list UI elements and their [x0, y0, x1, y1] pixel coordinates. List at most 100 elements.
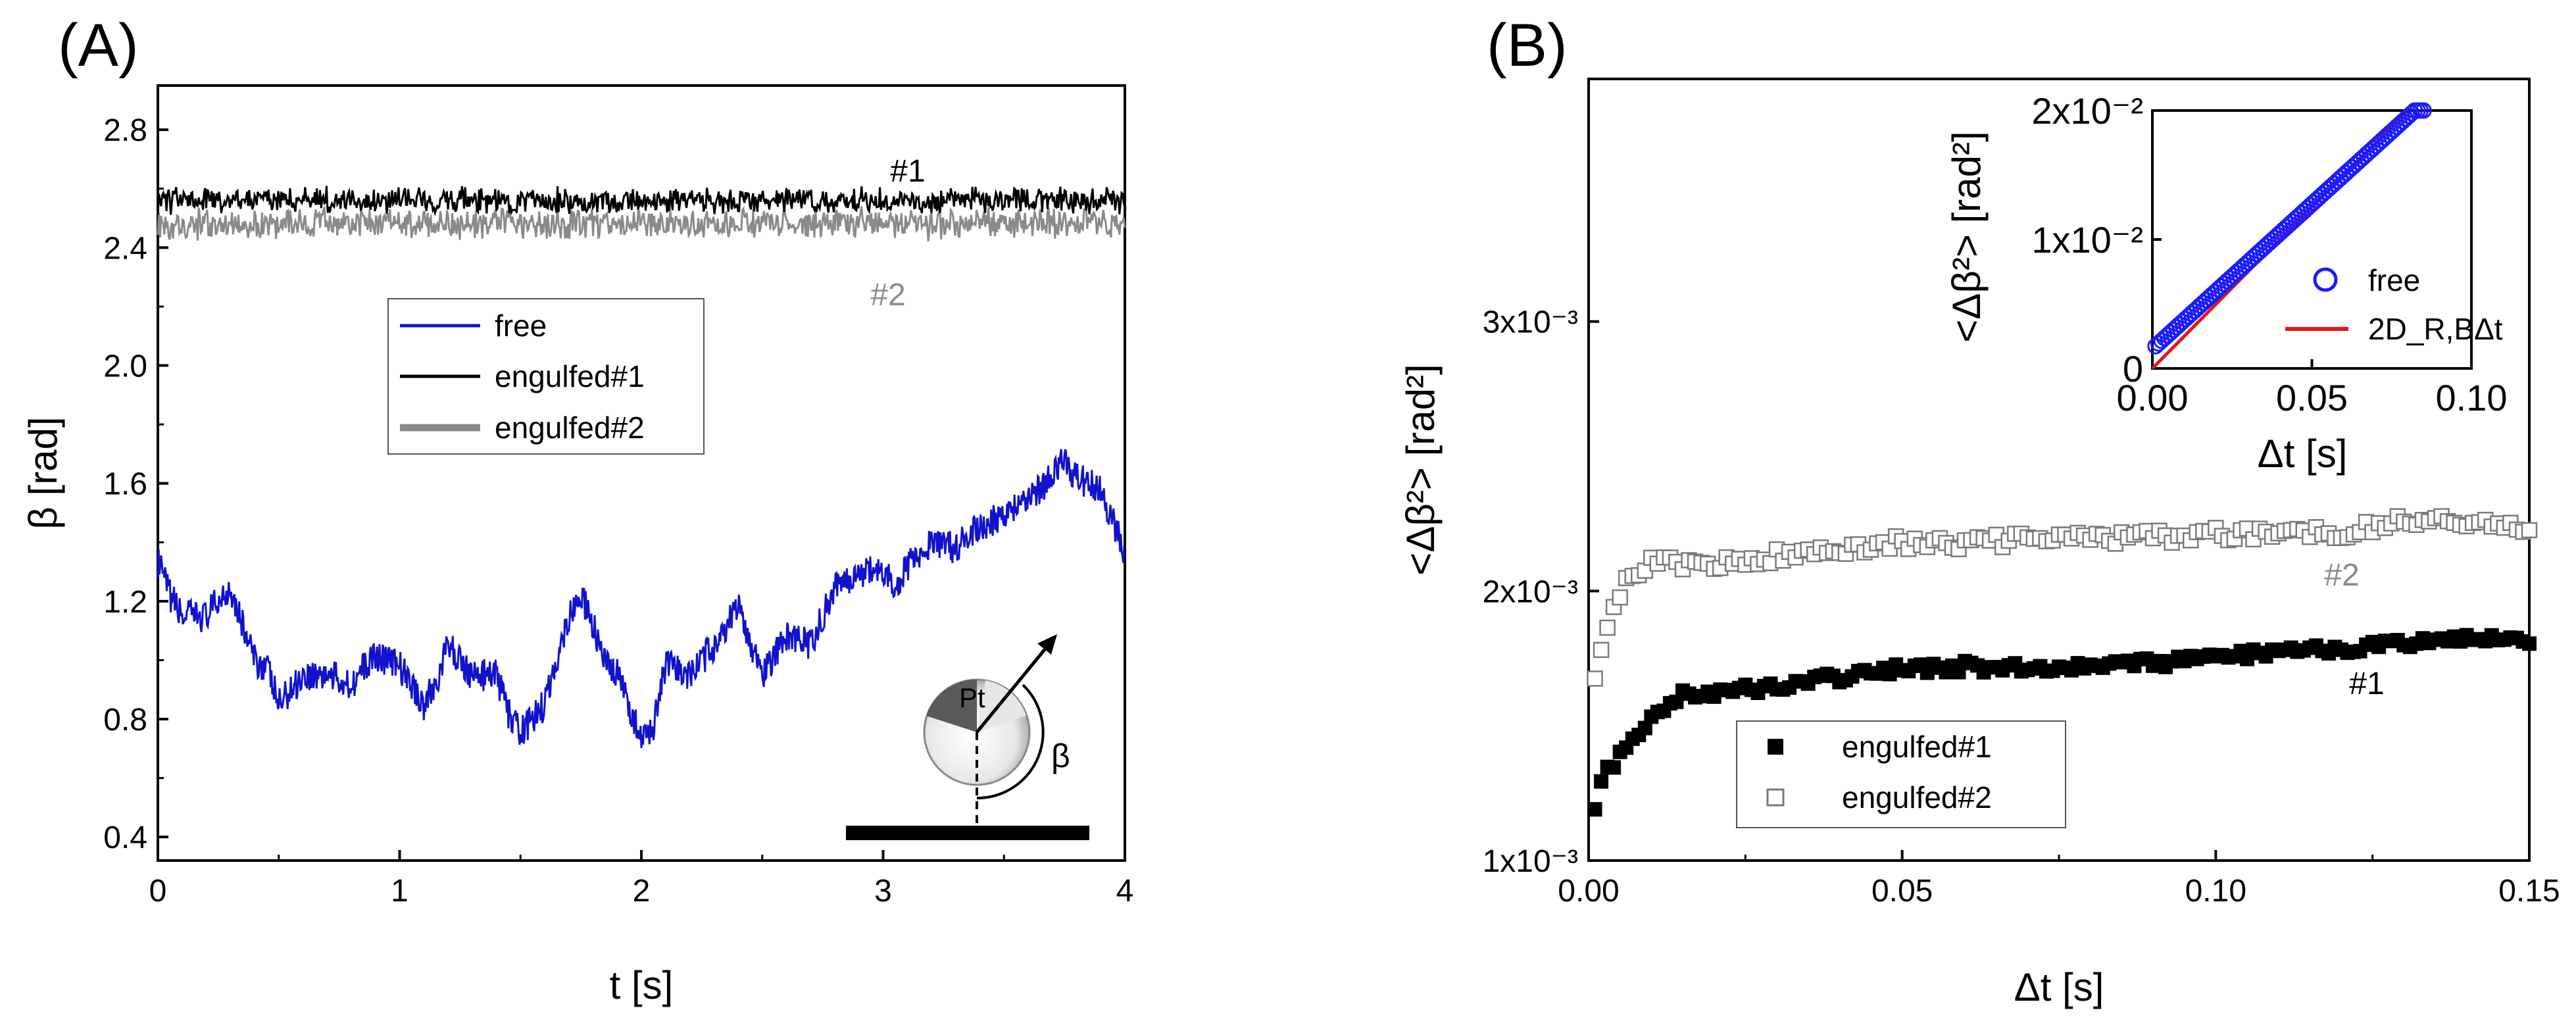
- inset-free-point: [2206, 284, 2223, 301]
- particle-schematic: Pt β: [846, 634, 1089, 840]
- inset-free-point: [2329, 172, 2346, 189]
- inset-plot-frame: [2151, 109, 2473, 370]
- substrate-bar: [846, 826, 1089, 840]
- inset-free-point: [2174, 313, 2191, 330]
- inset-free-point: [2269, 226, 2286, 243]
- inset-free-point: [2362, 143, 2379, 160]
- inset-free-point: [2367, 138, 2385, 155]
- inset-free-point: [2198, 291, 2215, 309]
- inset-free-point: [2180, 308, 2197, 325]
- inset-free-point: [2352, 151, 2369, 168]
- series-engulfed2-line: [157, 205, 1126, 241]
- inset-free-point: [2293, 205, 2310, 222]
- inset-free-point: [2162, 324, 2179, 341]
- legend-engulfed1-label: engulfed#1: [495, 359, 645, 393]
- panel-b-series: [1587, 508, 2538, 817]
- panel-b-legend: engulfed#1 engulfed#2: [1736, 720, 2066, 828]
- b-xtick-label: 0.10: [2185, 874, 2246, 909]
- panel-b-axes: 0.00 0.05 0.10 0.15 1x10⁻³ 2x10⁻³ 3x10⁻³: [1483, 305, 2560, 909]
- inset-ytick-label: 0: [2123, 348, 2143, 389]
- inset-xlabel: Δt [s]: [2258, 432, 2348, 476]
- b-ytick-label: 3x10⁻³: [1483, 305, 1578, 340]
- inset-free-point: [2311, 189, 2328, 206]
- inset-free-point: [2344, 159, 2361, 176]
- inset-xtick-label: 0.00: [2117, 377, 2189, 418]
- inset-free-point: [2186, 303, 2203, 320]
- inset-free-point: [2237, 257, 2254, 274]
- inset-free-point: [2308, 191, 2325, 209]
- a-ytick-label: 2.4: [103, 231, 147, 266]
- beta-angle-label: β: [1051, 738, 1070, 774]
- inset-free-point: [2364, 140, 2381, 157]
- inset-free-point: [2171, 316, 2188, 333]
- inset-free-point: [2338, 164, 2355, 182]
- inset-free-point: [2192, 297, 2209, 314]
- inset-free-point: [2189, 300, 2206, 317]
- panel-a-axes: 0 1 2 3 4 0.4 0.8 1.2 1.6 2.0 2.4 2.8: [103, 113, 1133, 909]
- a-ytick-label: 0.4: [103, 820, 147, 855]
- inset-free-point: [2159, 327, 2176, 344]
- inset-free-point: [2200, 289, 2217, 306]
- engulfed1-point: [1951, 664, 1966, 680]
- panel-a: (A) 0 1 2 3 4 0.4 0.8 1.2 1.6 2.0 2.4 2.8 t [s] β […: [21, 12, 1133, 1007]
- a-ytick-label: 2.0: [103, 349, 147, 384]
- inset-ytick-label: 2x10⁻²: [2031, 90, 2143, 132]
- inset-free-point: [2275, 221, 2292, 238]
- series-engulfed1-line: [157, 186, 1126, 216]
- inset-free-point: [2358, 145, 2375, 163]
- inset-free-point: [2379, 126, 2396, 143]
- inset-free-point: [2299, 199, 2316, 216]
- inset-legend: free 2D_R,BΔt: [2285, 263, 2503, 346]
- inset-free-point: [2239, 254, 2256, 271]
- panel-b: (B) 0.00 0.05 0.10 0.15 1x10⁻³ 2x10⁻³ 3x10⁻³ Δ…: [1399, 12, 2560, 1009]
- beta-angle-arc: [976, 684, 1045, 800]
- inset-free-point: [2302, 197, 2319, 214]
- inset-free-point: [2210, 281, 2227, 298]
- a-ytick-label: 1.2: [103, 585, 147, 620]
- inset-free-point: [2370, 134, 2387, 151]
- engulfed2-point: [1587, 670, 1603, 687]
- engulfed2-point: [1599, 619, 1616, 636]
- inset-free-point: [2245, 248, 2262, 265]
- engulfed1-point: [1669, 694, 1684, 709]
- inset-free-point: [2233, 259, 2250, 276]
- inset-free-point: [2385, 121, 2402, 138]
- pt-label: Pt: [959, 682, 985, 713]
- inset-free-point: [2341, 162, 2358, 179]
- a-ytick-label: 2.8: [103, 113, 147, 148]
- engulfed2-point: [2521, 522, 2538, 539]
- inset-free-point: [2314, 186, 2331, 203]
- b-xtick-label: 0.15: [2498, 874, 2560, 909]
- inset-free-point: [2242, 251, 2260, 268]
- annotation-b-2: #2: [2324, 558, 2359, 593]
- b-ytick-label: 1x10⁻³: [1483, 844, 1578, 879]
- a-ytick-label: 0.8: [103, 703, 147, 738]
- engulfed2-point: [1612, 589, 1628, 606]
- panel-b-ylabel: <Δβ²> [rad²]: [1399, 364, 1443, 575]
- inset-free-point: [2216, 276, 2233, 293]
- inset-free-point: [2147, 338, 2164, 355]
- engulfed2-point: [1593, 641, 1610, 659]
- inset-free-point: [2373, 132, 2390, 149]
- legend-b-engulfed1-label: engulfed#1: [1842, 730, 1992, 764]
- annotation-b-1: #1: [2349, 666, 2384, 701]
- inset-free-point: [2212, 278, 2229, 295]
- inset-free-point: [2150, 335, 2167, 352]
- panel-b-xlabel: Δt [s]: [2014, 965, 2104, 1009]
- inset-free-point: [2272, 224, 2289, 241]
- inset-free-point: [2266, 230, 2283, 247]
- inset-free-point: [2287, 211, 2304, 228]
- engulfed1-point: [2522, 636, 2537, 651]
- legend-free-label: free: [495, 309, 547, 343]
- inset-free-point: [2218, 272, 2235, 289]
- b-ytick-label: 2x10⁻³: [1483, 574, 1578, 609]
- inset-free-point: [2284, 213, 2301, 230]
- inset-free-point: [2391, 116, 2408, 133]
- inset-free-point: [2350, 153, 2367, 170]
- panel-a-ylabel: β [rad]: [21, 416, 65, 529]
- inset-plot: 0.00 0.05 0.10 0 1x10⁻² 2x10⁻² Δt [s] <Δβ²> […: [1944, 90, 2508, 476]
- engulfed1-point: [1606, 760, 1622, 775]
- inset-free-point: [2183, 305, 2200, 322]
- inset-free-point: [2254, 240, 2271, 257]
- inset-free-point: [2168, 318, 2185, 336]
